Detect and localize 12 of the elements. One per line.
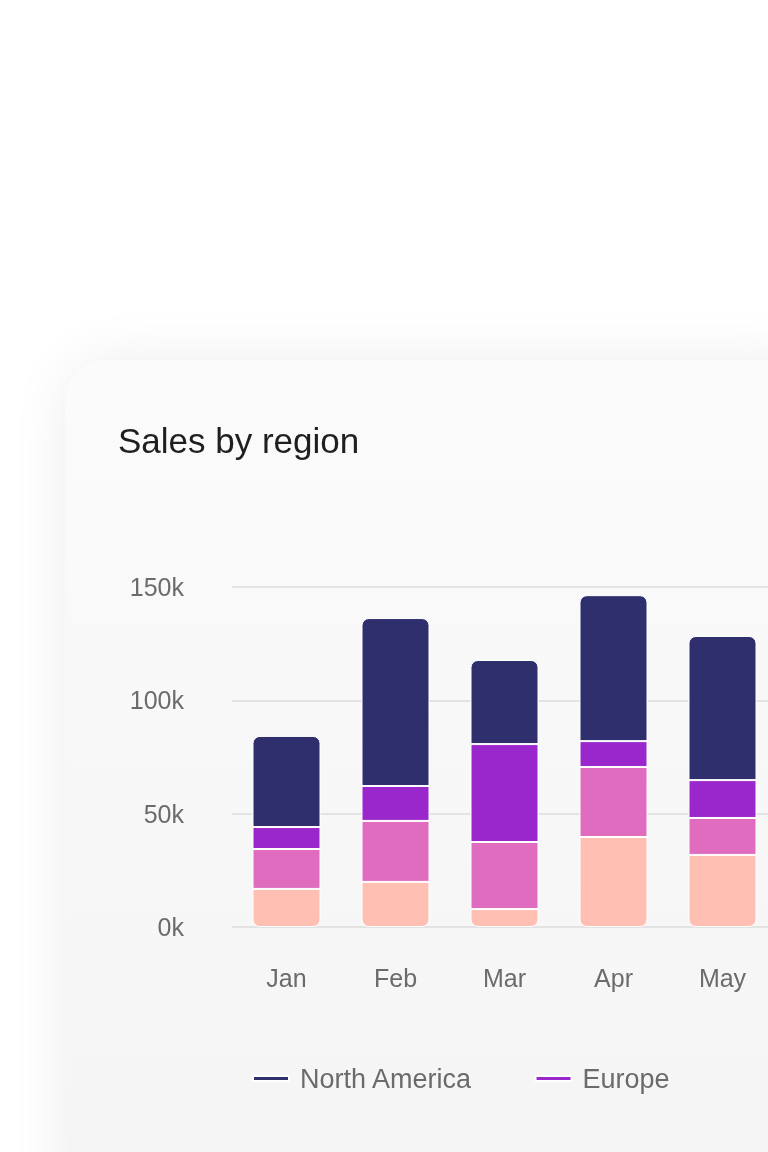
x-tick-label: Mar xyxy=(482,963,527,992)
x-tick-label: Apr xyxy=(594,963,633,992)
legend-label: Europe xyxy=(582,1063,670,1094)
x-tick-label: Jan xyxy=(266,963,307,992)
y-tick-label: 0k xyxy=(157,913,185,941)
x-tick-label: May xyxy=(698,963,747,992)
x-tick-label: Feb xyxy=(373,963,418,992)
legend-label: North America xyxy=(300,1063,473,1094)
y-tick-label: 50k xyxy=(143,799,185,828)
chart-title: Sales by region xyxy=(118,421,360,460)
y-tick-label: 150k xyxy=(129,573,185,601)
y-tick-label: 100k xyxy=(129,686,185,715)
